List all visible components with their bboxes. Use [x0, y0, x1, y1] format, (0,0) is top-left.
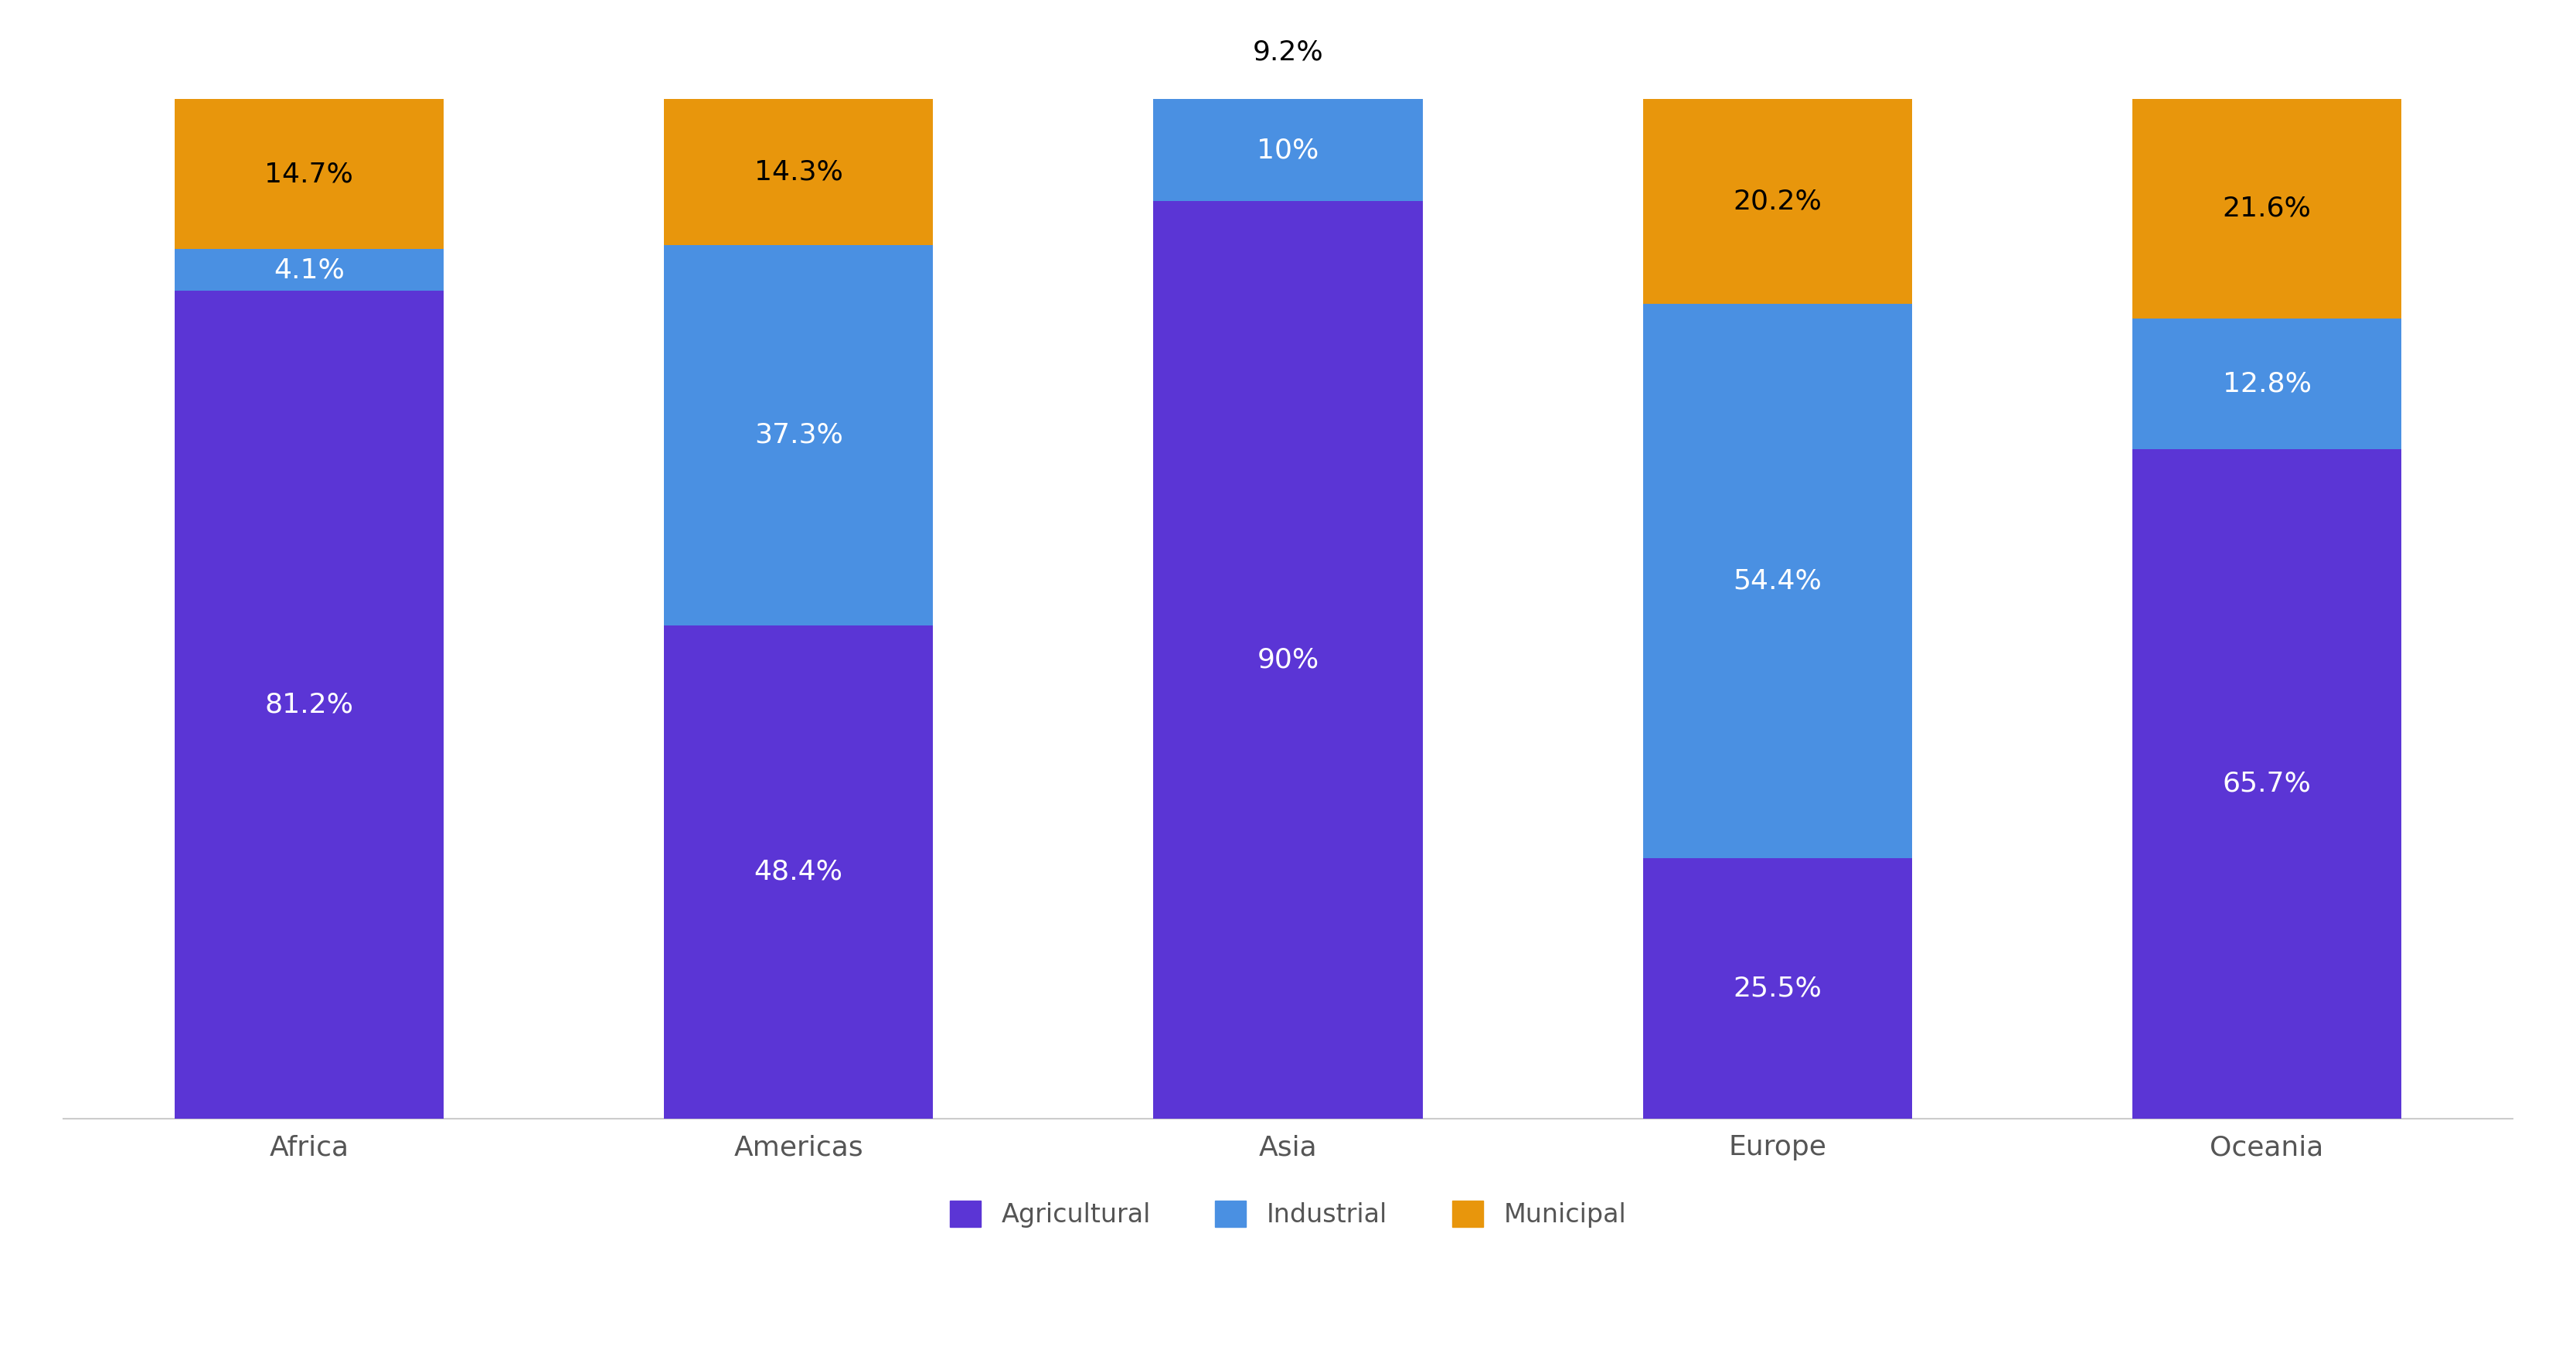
Text: 48.4%: 48.4%	[755, 859, 842, 884]
Bar	[1154, 5, 1422, 100]
Legend: Agricultural, Industrial, Municipal: Agricultural, Industrial, Municipal	[940, 1190, 1636, 1238]
Bar	[1643, 304, 1911, 859]
Text: 20.2%: 20.2%	[1734, 188, 1821, 214]
Text: 37.3%: 37.3%	[755, 421, 842, 448]
Text: 65.7%: 65.7%	[2223, 770, 2311, 797]
Text: 14.3%: 14.3%	[755, 159, 842, 186]
Text: 14.7%: 14.7%	[265, 162, 353, 187]
Text: 25.5%: 25.5%	[1734, 976, 1821, 1001]
Bar	[1154, 100, 1422, 202]
Bar	[665, 625, 933, 1119]
Bar	[1154, 202, 1422, 1119]
Bar	[175, 291, 443, 1119]
Bar	[665, 100, 933, 245]
Text: 21.6%: 21.6%	[2223, 195, 2311, 222]
Bar	[2133, 98, 2401, 319]
Bar	[175, 249, 443, 291]
Text: 4.1%: 4.1%	[273, 257, 345, 283]
Text: 9.2%: 9.2%	[1252, 39, 1324, 66]
Text: 81.2%: 81.2%	[265, 692, 353, 717]
Bar	[1643, 859, 1911, 1119]
Text: 12.8%: 12.8%	[2223, 370, 2311, 397]
Bar	[2133, 319, 2401, 448]
Text: 54.4%: 54.4%	[1734, 568, 1821, 595]
Bar	[665, 245, 933, 625]
Text: 10%: 10%	[1257, 137, 1319, 163]
Text: 90%: 90%	[1257, 646, 1319, 673]
Bar	[1643, 98, 1911, 304]
Bar	[175, 100, 443, 249]
Bar	[2133, 448, 2401, 1119]
